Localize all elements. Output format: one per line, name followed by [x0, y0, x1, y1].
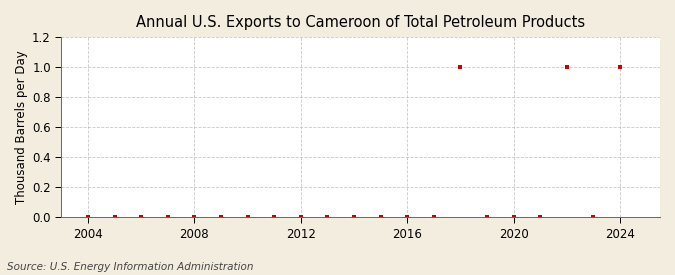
- Text: Source: U.S. Energy Information Administration: Source: U.S. Energy Information Administ…: [7, 262, 253, 272]
- Title: Annual U.S. Exports to Cameroon of Total Petroleum Products: Annual U.S. Exports to Cameroon of Total…: [136, 15, 585, 30]
- Y-axis label: Thousand Barrels per Day: Thousand Barrels per Day: [15, 50, 28, 204]
